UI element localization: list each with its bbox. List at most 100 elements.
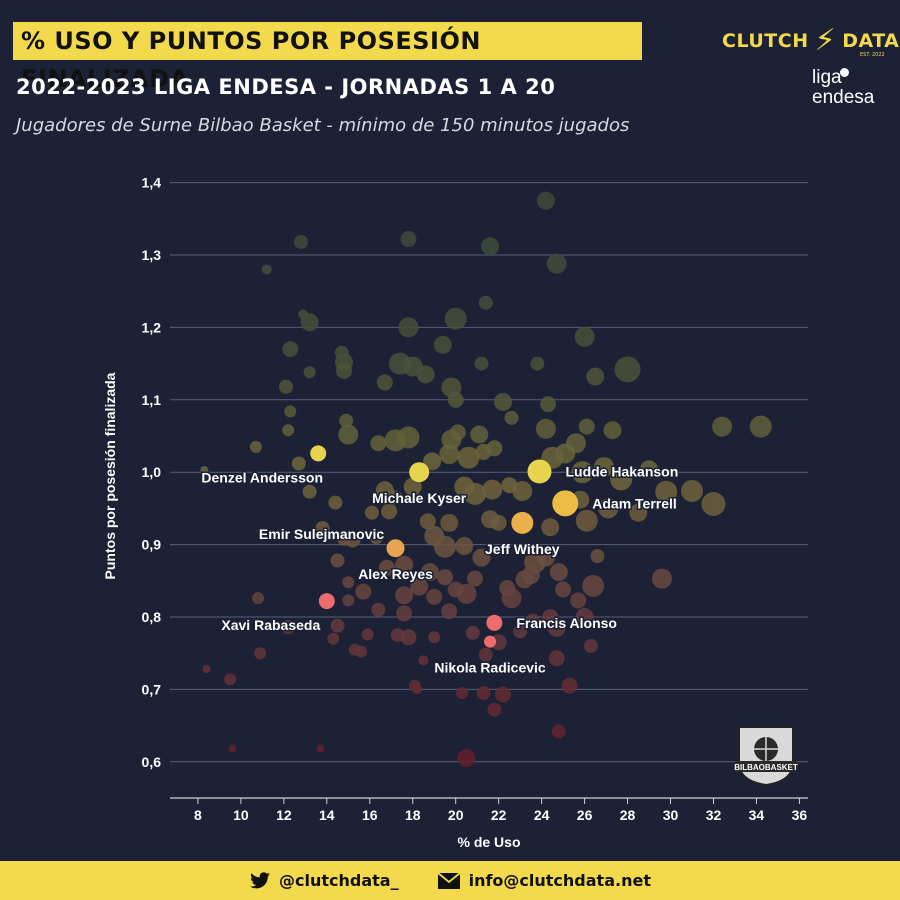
data-point xyxy=(501,588,522,609)
data-point xyxy=(515,570,534,589)
data-point xyxy=(513,624,528,639)
data-point xyxy=(342,594,355,607)
data-point xyxy=(315,520,330,535)
data-point xyxy=(570,592,587,609)
data-point xyxy=(457,749,476,768)
y-tick-label: 1,0 xyxy=(142,464,162,480)
data-point xyxy=(444,307,467,330)
x-tick-label: 12 xyxy=(276,807,292,823)
x-tick-label: 10 xyxy=(233,807,249,823)
y-tick-label: 1,1 xyxy=(142,392,162,408)
data-point xyxy=(481,510,500,529)
twitter-link[interactable]: @clutchdata_ xyxy=(249,871,399,890)
data-point xyxy=(330,618,345,633)
background-points xyxy=(200,191,772,768)
x-tick-label: 34 xyxy=(749,807,765,823)
data-point xyxy=(575,509,598,532)
data-point xyxy=(338,424,359,445)
data-point xyxy=(449,424,466,441)
y-tick-label: 1,2 xyxy=(142,319,162,335)
data-point xyxy=(526,613,541,628)
data-point xyxy=(476,686,491,701)
data-point xyxy=(546,253,567,274)
data-point xyxy=(400,629,417,646)
highlighted-points xyxy=(310,445,579,648)
data-point xyxy=(433,535,456,558)
data-point xyxy=(512,481,533,502)
point-label: Emir Sulejmanovic xyxy=(259,526,384,542)
data-point xyxy=(303,366,316,379)
email-link[interactable]: info@clutchdata.net xyxy=(437,871,651,890)
y-tick-label: 1,3 xyxy=(142,247,162,263)
lightning-bolt-icon: ⚡ xyxy=(814,23,837,58)
x-axis-ticks: 8 10 12 14 16 18 20 22 24 26 28 30 32 34 36 xyxy=(194,798,807,823)
data-point xyxy=(457,446,480,469)
y-tick-label: 0,6 xyxy=(142,754,162,770)
y-axis-ticks: 0,6 0,7 0,8 0,9 1,0 1,1 1,2 1,3 1,4 xyxy=(142,175,162,770)
data-point xyxy=(478,647,493,662)
data-point xyxy=(339,413,354,428)
data-point xyxy=(344,531,361,548)
data-point xyxy=(398,317,419,338)
highlighted-point xyxy=(486,614,503,631)
y-tick-label: 0,7 xyxy=(142,681,162,697)
point-label: Jeff Withey xyxy=(485,541,560,557)
data-point xyxy=(330,553,345,568)
data-point xyxy=(465,625,480,640)
data-point xyxy=(464,482,487,505)
data-point xyxy=(610,468,633,491)
data-point xyxy=(456,583,477,604)
data-point xyxy=(439,444,460,465)
logo-dot-icon xyxy=(840,68,849,77)
data-point xyxy=(228,744,237,753)
x-tick-label: 36 xyxy=(792,807,808,823)
brand-name-right: DATA xyxy=(842,30,900,52)
data-point xyxy=(412,684,423,695)
data-point xyxy=(584,638,599,653)
data-point xyxy=(395,586,414,605)
highlighted-point xyxy=(484,635,497,648)
data-point xyxy=(547,618,566,637)
data-point xyxy=(282,424,295,437)
x-tick-label: 20 xyxy=(448,807,464,823)
point-label: Denzel Andersson xyxy=(201,469,323,485)
liga-endesa-logo: liga endesa xyxy=(812,68,874,108)
data-point xyxy=(640,460,659,479)
clutch-data-logo: CLUTCH ⚡ DATA xyxy=(722,23,900,58)
data-point xyxy=(551,724,566,739)
data-point xyxy=(279,379,293,394)
data-point xyxy=(395,555,414,574)
data-point xyxy=(555,443,576,464)
data-point xyxy=(561,677,578,694)
data-point xyxy=(336,362,352,379)
data-point xyxy=(598,498,619,519)
point-label: Michale Kyser xyxy=(372,490,467,506)
data-point xyxy=(370,435,387,452)
data-point xyxy=(467,570,484,587)
point-labels: Denzel Andersson Michale Kyser Ludde Hakan… xyxy=(200,462,680,677)
point-label: Francis Alonso xyxy=(516,615,617,631)
point-label: Xavi Rabaseda xyxy=(221,617,320,633)
data-point xyxy=(530,356,545,371)
data-point xyxy=(418,655,429,666)
data-point xyxy=(536,191,555,210)
highlighted-point xyxy=(511,511,534,534)
point-label: Nikola Radicevic xyxy=(434,660,545,676)
data-point xyxy=(284,405,297,418)
brand-name-left: CLUTCH xyxy=(722,30,809,52)
data-point xyxy=(428,631,441,644)
data-point xyxy=(548,650,565,667)
data-point xyxy=(400,231,417,248)
data-point xyxy=(574,326,595,347)
data-point xyxy=(540,396,557,413)
data-point xyxy=(342,576,355,589)
liga-logo-top: liga xyxy=(812,67,842,88)
data-point xyxy=(378,559,395,576)
data-point xyxy=(655,480,678,503)
x-tick-label: 14 xyxy=(319,807,335,823)
data-point xyxy=(254,647,267,660)
data-point xyxy=(261,264,272,275)
data-point xyxy=(578,418,595,435)
data-point xyxy=(541,518,560,537)
